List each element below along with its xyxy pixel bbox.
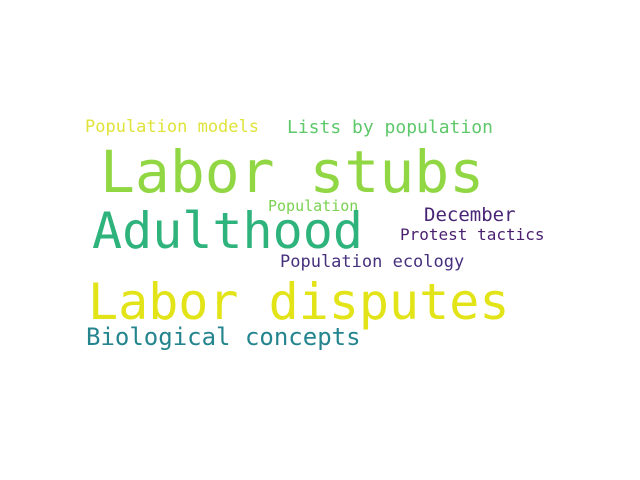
word-population-models: Population models bbox=[85, 117, 259, 137]
word-labor-stubs: Labor stubs bbox=[100, 138, 485, 206]
word-adulthood: Adulthood bbox=[92, 202, 363, 260]
word-population-ecology: Population ecology bbox=[280, 252, 465, 272]
word-labor-disputes: Labor disputes bbox=[88, 273, 510, 331]
word-december: December bbox=[424, 204, 516, 226]
word-protest-tactics: Protest tactics bbox=[400, 225, 545, 244]
word-lists-by-population: Lists by population bbox=[287, 117, 493, 138]
word-population: Population bbox=[268, 197, 359, 215]
word-biological-concepts: Biological concepts bbox=[86, 323, 361, 351]
